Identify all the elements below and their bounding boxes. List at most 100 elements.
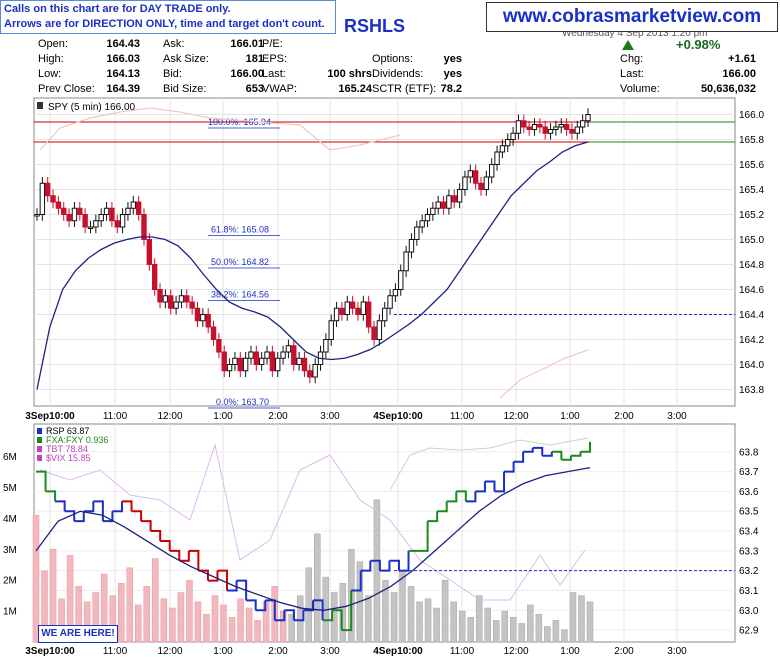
- website-link[interactable]: www.cobrasmarketview.com: [486, 2, 778, 32]
- quote-label: Chg:: [620, 53, 644, 65]
- candle-body: [248, 351, 254, 359]
- candle-body: [125, 207, 131, 215]
- indicator-y-tick: 63.6: [739, 487, 759, 498]
- indicator-y-tick: 63.3: [739, 546, 759, 557]
- price-x-tick: 1:00: [560, 411, 580, 422]
- volume-bar: [237, 598, 244, 643]
- we-are-here-badge: WE ARE HERE!: [38, 625, 118, 643]
- volume-bar: [424, 598, 432, 643]
- rsp-line-segment: [93, 500, 104, 522]
- candle-body: [558, 124, 564, 128]
- price-y-tick: 166.0: [739, 110, 764, 121]
- candle-body: [371, 326, 377, 340]
- candle-body: [537, 124, 543, 128]
- volume-bar: [569, 592, 577, 643]
- candle-body: [515, 120, 522, 134]
- legend-swatch: [37, 102, 43, 109]
- volume-bar: [296, 595, 304, 643]
- quote-value: 50,636,032: [700, 83, 756, 95]
- candle-body: [339, 307, 345, 315]
- indicator-y-tick: 63.7: [739, 467, 759, 478]
- candle-body: [269, 351, 276, 372]
- candle-body: [285, 345, 292, 353]
- indicator-y-tick: 63.4: [739, 527, 759, 538]
- moving-average-line: [36, 141, 589, 390]
- quote-label: High:: [38, 53, 64, 65]
- rsp-line-segment: [456, 490, 467, 502]
- fib-level-label: 61.8%: 165.08: [211, 225, 269, 235]
- candle-body: [242, 357, 249, 372]
- volume-bar: [32, 515, 40, 643]
- quote-value: 181: [245, 53, 264, 65]
- candle-body: [205, 314, 211, 328]
- quote-label: Bid Size:: [163, 83, 207, 95]
- rsp-line-segment: [418, 521, 429, 552]
- candle-body: [226, 364, 233, 372]
- candle-body: [440, 201, 447, 209]
- volume-bar: [339, 583, 347, 643]
- quote-value: 164.43: [106, 38, 140, 50]
- candle-body: [178, 295, 185, 303]
- indicator-x-tick: 11:00: [103, 646, 128, 657]
- rsp-line-segment: [207, 570, 219, 582]
- rsp-line-segment: [322, 610, 334, 622]
- candle-body: [585, 114, 591, 122]
- quote-label: Bid:: [163, 68, 182, 80]
- volume-bar: [186, 579, 193, 643]
- rsp-line-segment: [121, 500, 133, 512]
- rsp-line-segment: [246, 599, 257, 611]
- candle-body: [392, 289, 399, 297]
- volume-bar: [407, 586, 415, 643]
- candle-body: [119, 214, 126, 228]
- volume-bar: [544, 626, 551, 643]
- candle-body: [253, 351, 260, 365]
- candle-body: [264, 351, 270, 359]
- rsp-line-segment: [370, 559, 381, 571]
- indicator-x-tick: 1:00: [213, 646, 233, 657]
- volume-bar: [518, 623, 526, 643]
- quote-label: Ask:: [163, 38, 185, 50]
- volume-bar: [458, 610, 466, 643]
- quote-value: 653: [245, 83, 264, 95]
- indicator-legend-swatch: [37, 428, 42, 434]
- quote-label: P/E:: [262, 38, 283, 50]
- volume-bar: [441, 579, 449, 643]
- volume-bar: [535, 613, 543, 643]
- quote-value: 164.13: [106, 68, 140, 80]
- candle-body: [312, 364, 318, 378]
- candle-body: [531, 124, 538, 130]
- indicator-y-tick: 63.5: [739, 507, 759, 518]
- quote-value: yes: [443, 53, 462, 65]
- candle-body: [349, 301, 356, 309]
- volume-bar: [160, 598, 168, 643]
- fib-level-label: 50.0%: 164.82: [211, 257, 269, 267]
- rsp-line-segment: [141, 520, 152, 532]
- candle-body: [66, 214, 72, 222]
- candle-body: [398, 270, 404, 290]
- volume-bar: [382, 579, 389, 643]
- volume-bar: [578, 595, 585, 643]
- candle-body: [446, 195, 452, 209]
- quote-value: 164.39: [106, 83, 140, 95]
- candle-body: [382, 307, 388, 322]
- candle-body: [232, 357, 238, 365]
- price-x-tick: 4Sep10:00: [373, 411, 423, 422]
- volume-bar: [126, 567, 134, 643]
- volume-bar: [492, 620, 500, 643]
- rsp-line-segment: [313, 599, 324, 621]
- rsp-line-segment: [427, 511, 439, 523]
- price-x-tick: 2:00: [614, 411, 634, 422]
- indicator-x-tick: 2:00: [268, 646, 288, 657]
- rsp-line-segment: [351, 570, 362, 592]
- price-y-tick: 164.2: [739, 335, 764, 346]
- candle-body: [505, 139, 511, 147]
- indicator-x-tick: 1:00: [560, 646, 580, 657]
- rsp-line-segment: [112, 501, 123, 513]
- indicator-y-tick: 63.8: [739, 447, 759, 458]
- price-x-tick: 3Sep10:00: [25, 411, 75, 422]
- candle-body: [210, 326, 217, 340]
- candle-body: [157, 289, 163, 303]
- rsp-line-segment: [580, 441, 591, 453]
- pink-overlay-line: [39, 107, 401, 151]
